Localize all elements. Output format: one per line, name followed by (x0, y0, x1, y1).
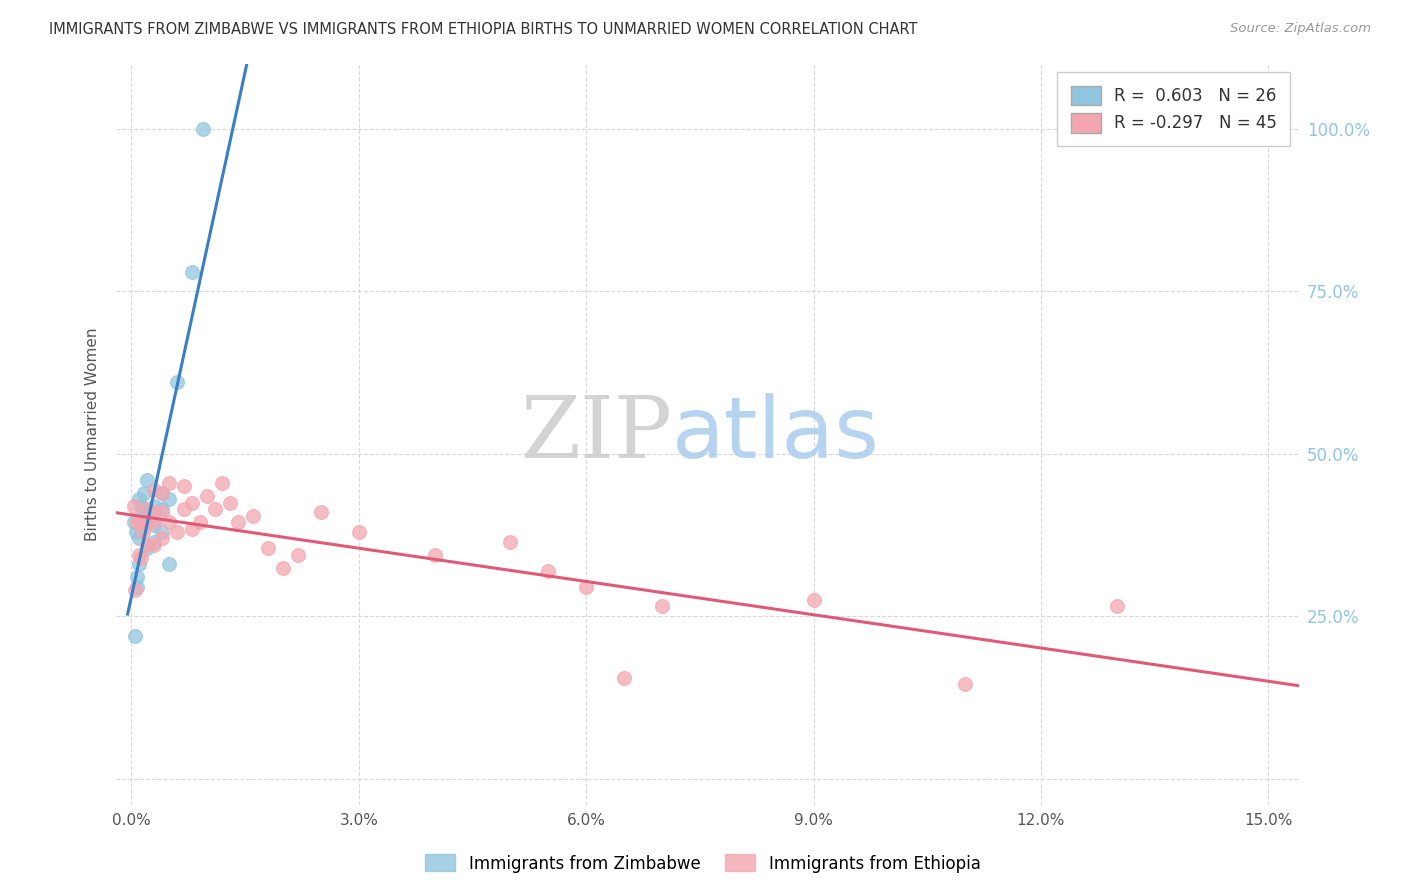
Point (211, 476, 233, 491)
Point (143, 538, 166, 552)
Point (309, 505, 332, 519)
Point (135, 505, 157, 519)
Legend: Immigrants from Zimbabwe, Immigrants from Ethiopia: Immigrants from Zimbabwe, Immigrants fro… (419, 847, 987, 880)
Point (287, 548, 309, 562)
Point (575, 580, 598, 594)
Point (128, 558, 150, 572)
Point (132, 485, 155, 500)
Point (125, 524, 148, 539)
Point (347, 524, 370, 539)
Point (188, 515, 211, 529)
Point (128, 515, 150, 529)
Point (150, 531, 173, 545)
Point (125, 580, 148, 594)
Point (181, 265, 204, 279)
Point (157, 558, 180, 572)
Point (157, 492, 180, 507)
Point (135, 538, 157, 552)
Point (193, 122, 215, 136)
Point (173, 479, 195, 493)
Point (1105, 599, 1128, 614)
Point (143, 483, 166, 497)
Point (143, 515, 166, 529)
Point (166, 524, 188, 539)
Point (651, 599, 673, 614)
Point (129, 522, 152, 536)
Point (499, 534, 522, 549)
Point (135, 541, 157, 555)
Point (143, 499, 166, 513)
Point (166, 376, 188, 390)
Point (143, 534, 166, 549)
Point (124, 583, 146, 598)
Point (953, 677, 976, 691)
Point (219, 495, 242, 509)
Legend: R =  0.603   N = 26, R = -0.297   N = 45: R = 0.603 N = 26, R = -0.297 N = 45 (1057, 72, 1291, 146)
Point (181, 495, 204, 509)
Point (803, 593, 825, 607)
Point (150, 485, 173, 500)
Point (423, 548, 446, 562)
Point (125, 515, 148, 529)
Text: IMMIGRANTS FROM ZIMBABWE VS IMMIGRANTS FROM ETHIOPIA BIRTHS TO UNMARRIED WOMEN C: IMMIGRANTS FROM ZIMBABWE VS IMMIGRANTS F… (49, 22, 918, 37)
Point (128, 492, 150, 507)
Point (150, 524, 173, 539)
Point (143, 505, 166, 519)
Point (150, 505, 173, 519)
Point (128, 548, 150, 562)
Text: atlas: atlas (672, 392, 880, 475)
Point (271, 560, 294, 574)
Point (135, 502, 157, 516)
Point (143, 518, 166, 533)
Point (173, 502, 195, 516)
Point (204, 502, 226, 516)
Point (135, 515, 157, 529)
Point (132, 524, 155, 539)
Point (124, 499, 146, 513)
Point (195, 489, 218, 503)
Point (129, 499, 152, 513)
Point (613, 671, 636, 685)
Point (124, 515, 146, 529)
Point (150, 485, 173, 500)
Point (132, 505, 155, 519)
Point (150, 502, 173, 516)
Point (242, 508, 264, 523)
Text: ZIP: ZIP (520, 392, 672, 476)
Point (257, 541, 280, 555)
Point (124, 629, 146, 643)
Point (537, 564, 560, 578)
Point (157, 515, 180, 529)
Point (181, 522, 204, 536)
Point (226, 515, 249, 529)
Text: Source: ZipAtlas.com: Source: ZipAtlas.com (1230, 22, 1371, 36)
Point (157, 476, 180, 491)
Point (135, 473, 157, 487)
Point (129, 550, 152, 565)
Point (128, 531, 150, 545)
Point (127, 570, 149, 584)
Y-axis label: Births to Unmarried Women: Births to Unmarried Women (86, 327, 100, 541)
